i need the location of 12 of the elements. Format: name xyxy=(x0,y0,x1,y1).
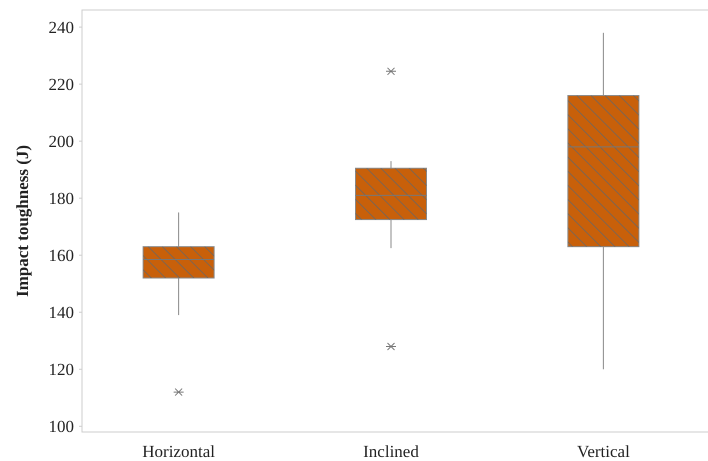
x-tick-label: Inclined xyxy=(363,442,420,461)
x-tick-label: Vertical xyxy=(576,442,630,461)
y-tick-label: 140 xyxy=(48,303,74,322)
y-tick-label: 200 xyxy=(48,132,74,152)
x-tick-label: Horizontal xyxy=(142,442,216,461)
y-tick-label: 220 xyxy=(48,75,74,94)
y-tick-label: 240 xyxy=(48,18,74,38)
y-tick-label: 120 xyxy=(48,360,74,380)
y-tick-label: 180 xyxy=(48,189,74,208)
y-axis-title: Impact toughness (J) xyxy=(13,144,32,298)
y-tick-label: 160 xyxy=(48,246,74,266)
y-tick-label: 100 xyxy=(48,417,74,436)
